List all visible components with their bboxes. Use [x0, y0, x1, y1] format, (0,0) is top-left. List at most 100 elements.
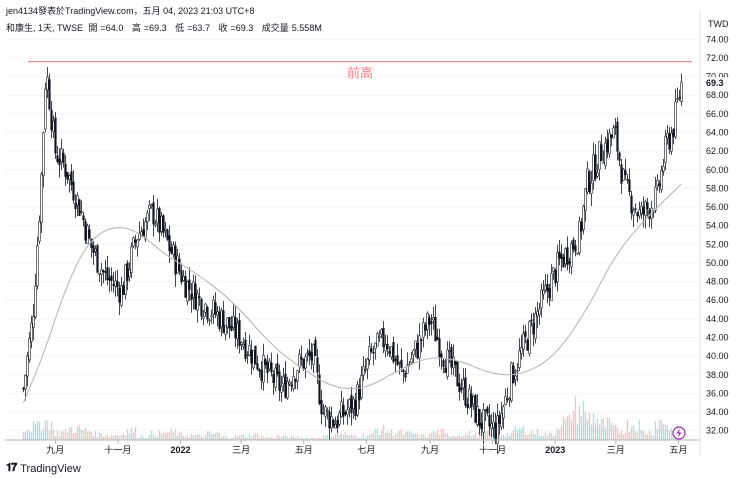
volume-bar [346, 434, 349, 440]
candle-body [196, 292, 199, 311]
candle-body [312, 344, 315, 366]
volume-bar [268, 437, 271, 440]
candle-body [96, 245, 99, 273]
candle-body [330, 416, 333, 429]
volume-bar [350, 434, 353, 440]
candle-body [660, 170, 663, 190]
candle-body [574, 245, 577, 252]
volume-bar [542, 435, 545, 440]
volume-bar [614, 424, 617, 440]
candle-body [296, 370, 299, 382]
candle-body [158, 207, 161, 233]
volume-bar [532, 433, 535, 440]
volume-bar [58, 435, 61, 440]
candle-body [210, 315, 213, 318]
volume-bar [246, 437, 249, 440]
y-tick-label: 44.00 [706, 314, 729, 324]
x-tick-label: 三月 [232, 445, 250, 455]
candle-body [282, 376, 285, 385]
volume-bar [336, 432, 339, 440]
candle-body [68, 174, 71, 181]
candle-body [138, 232, 141, 240]
volume-bar [380, 430, 383, 440]
candle-body [550, 273, 553, 302]
candle-body [418, 335, 421, 359]
ohlc-close: 收 =69.3 [218, 23, 254, 33]
volume-bar [82, 430, 85, 440]
candle-body [114, 280, 117, 287]
candle-body [658, 183, 661, 187]
candle-body [392, 342, 395, 362]
candle-body [334, 424, 337, 429]
candle-body [448, 350, 451, 352]
candle-body [670, 132, 673, 152]
candle-body [614, 125, 617, 128]
volume-bar [632, 425, 635, 440]
candle-body [592, 154, 595, 181]
candle-body [506, 398, 509, 400]
volume-bar [514, 426, 517, 440]
volume-bar [256, 433, 259, 440]
volume-bar [174, 429, 177, 440]
volume-bar [540, 435, 543, 440]
candle-body [44, 88, 47, 130]
volume-bar [344, 432, 347, 440]
candle-body [218, 311, 221, 330]
volume-bar [210, 433, 213, 440]
candle-body [248, 345, 251, 356]
candle-body [498, 415, 501, 424]
x-tick-label: 七月 [357, 445, 375, 455]
candle-body [470, 393, 473, 408]
candle-body [366, 358, 369, 370]
candle-body [672, 129, 675, 137]
volume-bar [422, 434, 425, 440]
candle-body [232, 316, 235, 328]
volume-bar [448, 436, 451, 440]
volume-bar [622, 434, 625, 440]
x-tick-label: 九月 [421, 445, 439, 455]
candle-body [148, 204, 151, 209]
volume-bar [334, 434, 337, 440]
candle-body [106, 267, 109, 281]
volume-bar [464, 432, 467, 440]
volume-bar [182, 435, 185, 440]
candle-body [624, 170, 627, 175]
candle-body [398, 361, 401, 364]
volume-bar [110, 434, 113, 440]
volume-bar [398, 430, 401, 440]
candle-body [66, 171, 69, 180]
volume-bar [610, 422, 613, 440]
volume-bars [22, 395, 683, 440]
candle-body [26, 355, 29, 377]
volume-bar [238, 435, 241, 440]
candle-body [358, 386, 361, 401]
volume-bar [362, 433, 365, 440]
volume-bar [366, 435, 369, 440]
volume-bar [248, 433, 251, 440]
candle-body [632, 210, 635, 216]
candle-body [522, 333, 525, 350]
volume-bar [468, 431, 471, 440]
candle-body [642, 206, 645, 215]
volume-bar [462, 435, 465, 440]
candle-body [240, 342, 243, 345]
volume-bar [306, 437, 309, 440]
candle-body [552, 267, 555, 272]
ohlc-volume: 成交量 5.558M [261, 23, 322, 33]
candle-body [434, 317, 437, 342]
volume-bar [208, 431, 211, 440]
volume-bar [396, 432, 399, 440]
volume-bar [606, 417, 609, 440]
x-tick-label: 2023 [545, 445, 565, 455]
candle-body [534, 313, 537, 340]
candle-body [200, 298, 203, 317]
y-tick-label: 58.00 [706, 183, 729, 193]
volume-bar [76, 426, 79, 440]
y-tick-label: 54.00 [706, 221, 729, 231]
candle-body [638, 209, 641, 217]
lightning-icon[interactable] [672, 426, 686, 440]
tradingview-logo[interactable]: 𝟏𝟕 TradingView [6, 462, 81, 475]
candle-body [272, 374, 275, 383]
candle-body [612, 127, 615, 139]
